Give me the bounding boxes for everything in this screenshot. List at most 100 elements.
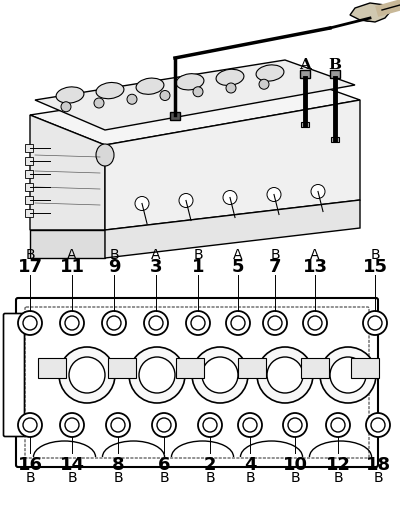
Circle shape — [69, 357, 105, 393]
Circle shape — [331, 418, 345, 432]
Circle shape — [129, 347, 185, 403]
Circle shape — [283, 413, 307, 437]
Circle shape — [186, 311, 210, 335]
Circle shape — [107, 316, 121, 330]
Text: 12: 12 — [326, 456, 350, 474]
Circle shape — [135, 196, 149, 211]
Circle shape — [223, 191, 237, 204]
Bar — [238, 358, 266, 378]
Circle shape — [202, 357, 238, 393]
Text: B: B — [333, 471, 343, 485]
Circle shape — [257, 347, 313, 403]
Text: A: A — [310, 248, 320, 262]
Circle shape — [238, 413, 262, 437]
Circle shape — [226, 311, 250, 335]
Circle shape — [267, 187, 281, 202]
Circle shape — [268, 316, 282, 330]
Circle shape — [102, 311, 126, 335]
Circle shape — [18, 311, 42, 335]
Text: B: B — [328, 58, 342, 72]
Text: 7: 7 — [269, 258, 281, 276]
Polygon shape — [30, 230, 105, 258]
Circle shape — [106, 413, 130, 437]
Text: B: B — [25, 248, 35, 262]
Text: 9: 9 — [108, 258, 120, 276]
Ellipse shape — [96, 144, 114, 166]
Bar — [25, 170, 33, 178]
Ellipse shape — [96, 82, 124, 99]
Text: B: B — [113, 471, 123, 485]
Circle shape — [192, 347, 248, 403]
Circle shape — [267, 357, 303, 393]
Text: B: B — [270, 248, 280, 262]
Ellipse shape — [216, 69, 244, 86]
Circle shape — [23, 418, 37, 432]
Circle shape — [371, 418, 385, 432]
Text: 10: 10 — [282, 456, 308, 474]
Circle shape — [65, 316, 79, 330]
Text: 8: 8 — [112, 456, 124, 474]
Text: 6: 6 — [158, 456, 170, 474]
Text: 1: 1 — [192, 258, 204, 276]
Text: 4: 4 — [244, 456, 256, 474]
Bar — [301, 358, 329, 378]
Circle shape — [231, 316, 245, 330]
Circle shape — [127, 95, 137, 104]
Text: 5: 5 — [232, 258, 244, 276]
Circle shape — [330, 357, 366, 393]
Text: 2: 2 — [204, 456, 216, 474]
Circle shape — [366, 413, 390, 437]
Bar — [300, 70, 310, 78]
Text: A: A — [233, 248, 243, 262]
Bar — [38, 358, 66, 378]
Polygon shape — [105, 200, 360, 258]
Circle shape — [368, 316, 382, 330]
Text: B: B — [205, 471, 215, 485]
Polygon shape — [105, 100, 360, 230]
Circle shape — [311, 184, 325, 199]
Circle shape — [139, 357, 175, 393]
Polygon shape — [30, 115, 105, 230]
Ellipse shape — [256, 65, 284, 81]
Circle shape — [179, 193, 193, 208]
Circle shape — [144, 311, 168, 335]
Circle shape — [198, 413, 222, 437]
Text: 18: 18 — [366, 456, 390, 474]
Bar — [25, 144, 33, 152]
Text: A: A — [151, 248, 161, 262]
Circle shape — [326, 413, 350, 437]
Text: 15: 15 — [362, 258, 388, 276]
Ellipse shape — [359, 9, 381, 21]
Bar — [170, 112, 180, 120]
Bar — [330, 70, 340, 78]
Circle shape — [111, 418, 125, 432]
Circle shape — [157, 418, 171, 432]
Bar — [331, 137, 339, 142]
Circle shape — [226, 83, 236, 93]
Circle shape — [288, 418, 302, 432]
Circle shape — [243, 418, 257, 432]
Circle shape — [191, 316, 205, 330]
Circle shape — [320, 347, 376, 403]
Circle shape — [303, 311, 327, 335]
Circle shape — [65, 418, 79, 432]
Text: 16: 16 — [18, 456, 42, 474]
Circle shape — [18, 413, 42, 437]
Circle shape — [23, 316, 37, 330]
Circle shape — [363, 311, 387, 335]
Text: A: A — [299, 58, 311, 72]
Circle shape — [60, 413, 84, 437]
Text: B: B — [370, 248, 380, 262]
Text: B: B — [193, 248, 203, 262]
Text: 11: 11 — [60, 258, 84, 276]
Text: B: B — [373, 471, 383, 485]
Circle shape — [193, 87, 203, 97]
Circle shape — [203, 418, 217, 432]
Bar — [25, 157, 33, 165]
Text: 17: 17 — [18, 258, 42, 276]
FancyBboxPatch shape — [4, 314, 24, 437]
Text: B: B — [109, 248, 119, 262]
Text: B: B — [25, 471, 35, 485]
Bar — [351, 358, 379, 378]
Text: 13: 13 — [302, 258, 328, 276]
